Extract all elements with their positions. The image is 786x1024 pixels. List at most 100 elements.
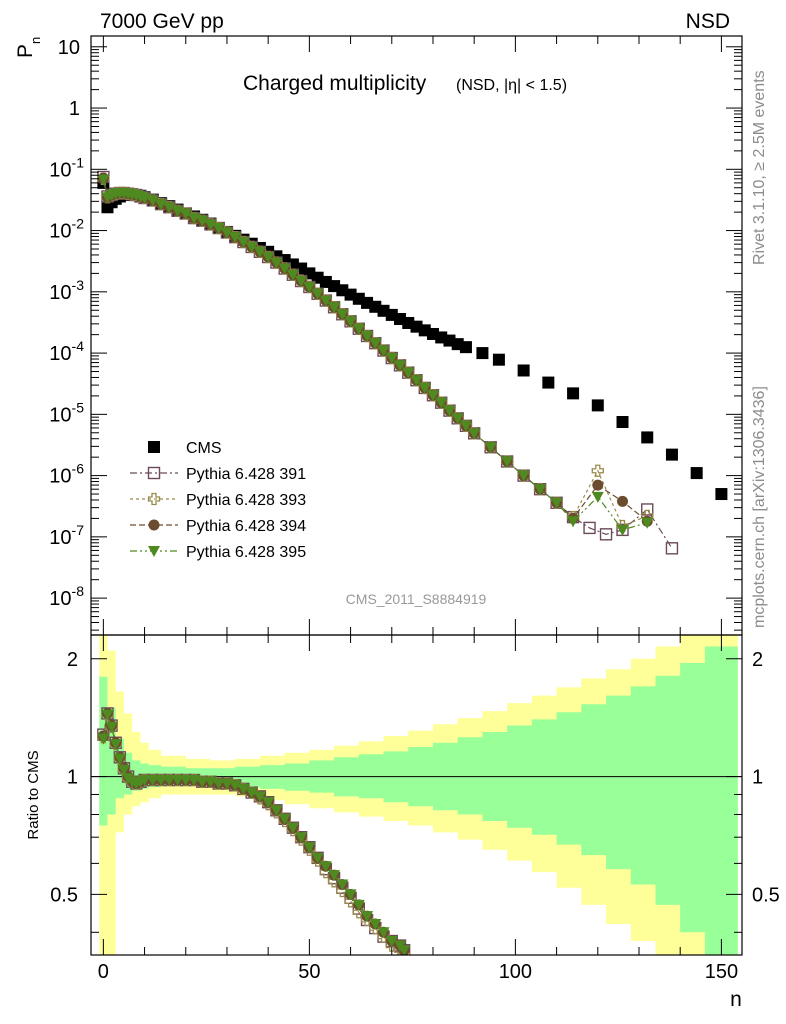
x-label: n (730, 988, 742, 1011)
data-point (278, 263, 291, 275)
y-tick-label-main: 10 (58, 37, 80, 59)
data-point (97, 174, 110, 186)
data-point (377, 927, 390, 939)
data-point (113, 753, 126, 765)
plot-frames (90, 35, 743, 956)
data-point (286, 269, 299, 281)
data-point (402, 367, 415, 379)
x-tick-label: 50 (298, 961, 320, 983)
data-point (398, 945, 411, 955)
data-point (319, 861, 332, 873)
data-point (591, 491, 604, 503)
data-point (97, 733, 110, 745)
data-point (117, 764, 130, 776)
data-point (385, 353, 398, 365)
legend-label: Pythia 6.428 391 (186, 466, 306, 483)
data-point (459, 341, 472, 354)
data-point (163, 202, 176, 214)
y-axis-label-main: P n (14, 37, 43, 58)
data-point (344, 889, 357, 901)
data-point (138, 774, 151, 786)
data-point (196, 215, 209, 227)
data-point (385, 936, 398, 948)
data-point (443, 405, 456, 417)
process-label: NSD (686, 10, 730, 33)
data-point (319, 295, 332, 307)
data-point (311, 852, 324, 864)
data-point (237, 783, 250, 795)
data-point (517, 470, 530, 482)
data-point (599, 528, 613, 541)
series-line (102, 178, 648, 527)
data-point (567, 387, 580, 400)
data-point (476, 347, 489, 360)
data-point (641, 503, 654, 516)
y-tick-label-ratio-right: 0.5 (752, 884, 780, 906)
data-point (303, 842, 316, 854)
data-point (492, 353, 505, 366)
data-point (328, 302, 341, 314)
ratio-uncertainty-bands (99, 635, 738, 955)
data-point (369, 919, 382, 931)
data-point (155, 774, 168, 786)
ratio-panel-series (97, 707, 411, 955)
data-point (410, 375, 423, 387)
data-point (286, 822, 299, 834)
data-point (328, 870, 341, 882)
y-tick-label-ratio-right: 2 (752, 649, 763, 671)
y-tick-label-main: 1 (69, 98, 80, 120)
data-point (311, 288, 324, 300)
y-tick-label-main: 10-8 (49, 583, 84, 610)
data-point (591, 399, 604, 412)
data-point (418, 382, 431, 394)
data-point (262, 252, 275, 264)
data-point (501, 456, 514, 468)
y-tick-label-ratio-right: 1 (752, 767, 763, 789)
data-point (361, 331, 374, 343)
series-filled-triangle-down-4 (97, 174, 654, 536)
series-open-cross-2 (97, 172, 654, 533)
data-point (344, 316, 357, 328)
y-tick-label-main: 10-2 (49, 216, 84, 243)
data-point (459, 420, 472, 432)
data-point (616, 524, 629, 536)
data-point (237, 237, 250, 249)
data-point (196, 776, 209, 788)
series-filled-circle-3 (97, 172, 653, 527)
data-point (270, 805, 283, 817)
data-point (352, 323, 365, 335)
data-point (690, 467, 703, 480)
data-point (212, 778, 225, 790)
data-point (352, 899, 365, 911)
ratio-band-stat-uncertainty (99, 646, 738, 955)
series-open-square-1 (97, 170, 679, 555)
x-tick-label: 150 (705, 961, 738, 983)
data-point (303, 281, 316, 293)
y-tick-label-main: 10-5 (49, 399, 84, 426)
data-point (484, 442, 497, 454)
y-tick-label-main: 10-4 (49, 338, 84, 365)
data-point (451, 413, 464, 425)
legend-label: Pythia 6.428 393 (186, 492, 306, 509)
data-point (204, 219, 217, 231)
y-tick-label-main: 10-6 (49, 461, 84, 488)
legend-marker (148, 441, 160, 453)
chart-title: Charged multiplicity (243, 72, 427, 95)
x-tick-label: 100 (499, 961, 532, 983)
data-point (171, 774, 184, 786)
data-point (229, 780, 242, 792)
data-point (352, 906, 365, 919)
y-tick-label-ratio-left: 2 (67, 649, 78, 671)
data-point (665, 448, 678, 461)
mcplots-label: mcplots.cern.ch [arXiv:1306.3436] (751, 386, 768, 628)
data-point (229, 232, 242, 244)
data-point (146, 195, 159, 207)
data-point (617, 495, 629, 507)
data-point (253, 791, 266, 803)
data-point (550, 497, 563, 509)
legend-marker (147, 466, 161, 480)
data-point (435, 397, 448, 409)
data-point (245, 787, 258, 799)
x-tick-label: 0 (98, 961, 109, 983)
axes-ticks: 0 50 100 150 10-8 10-7 10-6 10-5 10-4 10-3 10-2 10-… (49, 36, 780, 983)
